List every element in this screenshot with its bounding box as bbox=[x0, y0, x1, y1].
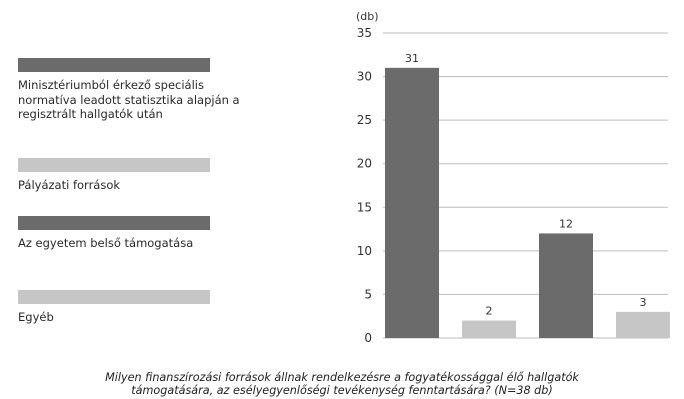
bar-2 bbox=[462, 320, 516, 338]
legend-item-other: Egyéb bbox=[18, 290, 268, 325]
y-tick-label-15: 15 bbox=[357, 200, 372, 214]
bar-value-label-3: 12 bbox=[559, 217, 573, 230]
legend-label-grants: Pályázati források bbox=[18, 178, 121, 192]
y-tick-label-20: 20 bbox=[357, 157, 372, 171]
y-tick-label-35: 35 bbox=[357, 26, 372, 40]
legend-swatch-other bbox=[18, 290, 210, 304]
y-tick-label-0: 0 bbox=[364, 331, 372, 345]
bar-4 bbox=[616, 311, 670, 338]
legend-swatch-university bbox=[18, 216, 210, 230]
y-tick-label-5: 5 bbox=[364, 287, 372, 301]
chart-caption: Milyen finanszírozási források állnak re… bbox=[0, 371, 684, 397]
caption-line-2: támogatására, az esélyegyenlőségi tevéke… bbox=[131, 384, 553, 397]
bar-1 bbox=[385, 67, 439, 338]
legend-label-university: Az egyetem belső támogatása bbox=[18, 236, 194, 250]
legend-swatch-ministry bbox=[18, 58, 210, 72]
bar-value-label-2: 2 bbox=[486, 305, 493, 318]
legend-label-other: Egyéb bbox=[18, 310, 54, 324]
bar-chart: (db) 0 5 10 15 20 25 30 35 31 2 12 3 bbox=[356, 10, 670, 345]
legend-item-grants: Pályázati források bbox=[18, 158, 268, 193]
bar-value-label-4: 3 bbox=[640, 296, 647, 309]
y-tick-label-30: 30 bbox=[357, 70, 372, 84]
legend-item-ministry: Minisztériumból érkező speciális normatí… bbox=[18, 58, 268, 122]
y-axis-unit-label: (db) bbox=[356, 10, 379, 23]
y-tick-label-25: 25 bbox=[357, 113, 372, 127]
bar-value-label-1: 31 bbox=[405, 52, 419, 65]
legend-label-ministry: Minisztériumból érkező speciális normatí… bbox=[18, 78, 240, 121]
bar-3 bbox=[539, 233, 593, 338]
legend-swatch-grants bbox=[18, 158, 210, 172]
caption-line-1: Milyen finanszírozási források állnak re… bbox=[105, 371, 579, 384]
y-tick-label-10: 10 bbox=[357, 244, 372, 258]
legend-item-university: Az egyetem belső támogatása bbox=[18, 216, 268, 251]
